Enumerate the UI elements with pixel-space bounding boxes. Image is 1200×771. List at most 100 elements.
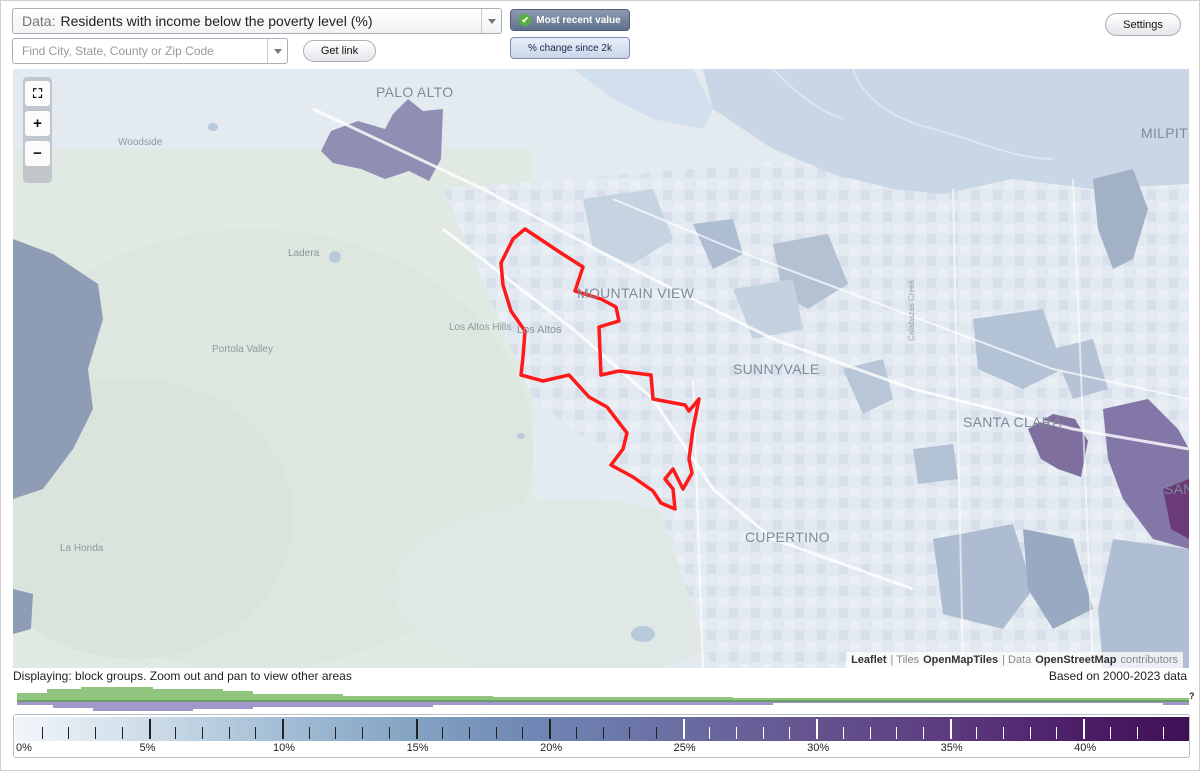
map-attribution: Leaflet | Tiles OpenMapTiles | Data Open…	[846, 652, 1183, 668]
attribution-text: contributors	[1120, 654, 1178, 666]
legend-minor-tick	[629, 727, 631, 739]
legend-major-tick	[949, 719, 952, 739]
legend-minor-tick	[709, 727, 711, 739]
legend-minor-tick	[495, 727, 497, 739]
openmaptiles-link[interactable]: OpenMapTiles	[923, 654, 999, 666]
legend-tick-label: 30%	[807, 742, 830, 754]
place-label: La Honda	[60, 543, 104, 554]
minus-icon: −	[33, 145, 42, 162]
legend-minor-tick	[655, 727, 657, 739]
legend-minor-tick	[388, 727, 390, 739]
legend-minor-tick	[1056, 727, 1058, 739]
get-link-button[interactable]: Get link	[303, 40, 376, 62]
legend-major-tick	[549, 719, 552, 739]
legend-major-tick	[682, 719, 685, 739]
map-view[interactable]: PALO ALTO MILPIT Woodside Ladera MOUNTAI…	[13, 69, 1189, 668]
leaflet-link[interactable]: Leaflet	[851, 654, 887, 666]
legend-minor-tick	[1109, 727, 1111, 739]
most-recent-value-label: Most recent value	[536, 14, 621, 26]
legend-minor-tick	[736, 727, 738, 739]
legend-minor-tick	[335, 727, 337, 739]
legend-minor-tick	[896, 727, 898, 739]
basemap	[13, 69, 1189, 668]
legend-minor-tick	[762, 727, 764, 739]
legend-tick-label: 0%	[16, 742, 32, 754]
legend-minor-tick	[1163, 727, 1165, 739]
legend-minor-tick	[95, 727, 97, 739]
place-label: Calabazas Creek	[907, 279, 916, 341]
legend-minor-tick	[1003, 727, 1005, 739]
legend-minor-tick	[976, 727, 978, 739]
openstreetmap-link[interactable]: OpenStreetMap	[1035, 654, 1117, 666]
legend-minor-tick	[362, 727, 364, 739]
legend-tick-label: 20%	[540, 742, 563, 754]
data-label: Data:	[22, 13, 56, 29]
legend-tick-label: 10%	[273, 742, 296, 754]
plus-icon: +	[33, 115, 42, 132]
legend-minor-tick	[789, 727, 791, 739]
place-label: MOUNTAIN VIEW	[577, 285, 695, 301]
zoom-out-button[interactable]: −	[25, 141, 50, 166]
zoom-in-button[interactable]: +	[25, 111, 50, 136]
legend-minor-tick	[522, 727, 524, 739]
legend-minor-tick	[1029, 727, 1031, 739]
fullscreen-icon: ⛶	[32, 85, 43, 101]
place-label: SAN	[1164, 481, 1189, 497]
place-label: SUNNYVALE	[733, 361, 820, 377]
legend-minor-tick	[255, 727, 257, 739]
place-label: PALO ALTO	[376, 84, 454, 100]
legend-minor-tick	[175, 727, 177, 739]
place-label: Los Altos Hills	[449, 322, 512, 333]
legend-minor-tick	[308, 727, 310, 739]
data-range-status: Based on 2000-2023 data	[1048, 669, 1187, 683]
legend-minor-tick	[842, 727, 844, 739]
search-placeholder: Find City, State, County or Zip Code	[22, 44, 214, 58]
color-scale-bar	[15, 717, 1189, 741]
legend-minor-tick	[468, 727, 470, 739]
displaying-status: Displaying: block groups. Zoom out and p…	[13, 669, 352, 683]
location-search-input[interactable]: Find City, State, County or Zip Code	[12, 38, 288, 64]
zoom-control: ⛶ + −	[23, 77, 52, 183]
legend-tick-label: 15%	[406, 742, 429, 754]
fullscreen-button[interactable]: ⛶	[25, 81, 50, 106]
legend-minor-tick	[602, 727, 604, 739]
place-label: CUPERTINO	[745, 529, 830, 545]
chevron-down-icon[interactable]	[481, 9, 501, 33]
legend-major-tick	[148, 719, 151, 739]
help-button[interactable]: ?	[1189, 691, 1195, 701]
legend-minor-tick	[442, 727, 444, 739]
legend-tick-label: 5%	[139, 742, 156, 754]
data-variable-select[interactable]: Data: Residents with income below the po…	[12, 8, 502, 34]
place-label: Woodside	[118, 137, 163, 148]
legend-tick-label: 35%	[940, 742, 963, 754]
legend-major-tick	[415, 719, 418, 739]
place-label: MILPIT	[1141, 125, 1188, 141]
highlighted-boundary[interactable]	[499, 227, 701, 511]
legend-minor-tick	[922, 727, 924, 739]
legend-minor-tick	[201, 727, 203, 739]
legend-minor-tick	[121, 727, 123, 739]
legend-major-tick	[1083, 719, 1086, 739]
legend-major-tick	[816, 719, 819, 739]
legend-minor-tick	[869, 727, 871, 739]
settings-button[interactable]: Settings	[1105, 13, 1181, 36]
chevron-down-icon[interactable]	[267, 39, 287, 63]
place-label: Portola Valley	[212, 344, 273, 355]
legend-tick-label: 40%	[1074, 742, 1097, 754]
legend-minor-tick	[68, 727, 70, 739]
legend-major-tick	[282, 719, 285, 739]
attribution-text: | Data	[1002, 654, 1032, 666]
legend-minor-tick	[1136, 727, 1138, 739]
legend-minor-tick	[41, 727, 43, 739]
percent-change-toggle[interactable]: % change since 2k	[510, 37, 630, 59]
place-label: SANTA CLARA	[963, 414, 1062, 430]
place-label: Los Altos	[517, 324, 562, 336]
color-scale-legend: 0% 5% 10% 15% 20% 25% 30% 35% 40%	[13, 714, 1190, 758]
data-selected-value: Residents with income below the poverty …	[60, 13, 373, 29]
legend-minor-tick	[228, 727, 230, 739]
attribution-text: | Tiles	[890, 654, 920, 666]
distribution-histogram	[17, 687, 1189, 711]
legend-tick-label: 25%	[673, 742, 696, 754]
most-recent-value-toggle[interactable]: ✔ Most recent value	[510, 9, 630, 31]
